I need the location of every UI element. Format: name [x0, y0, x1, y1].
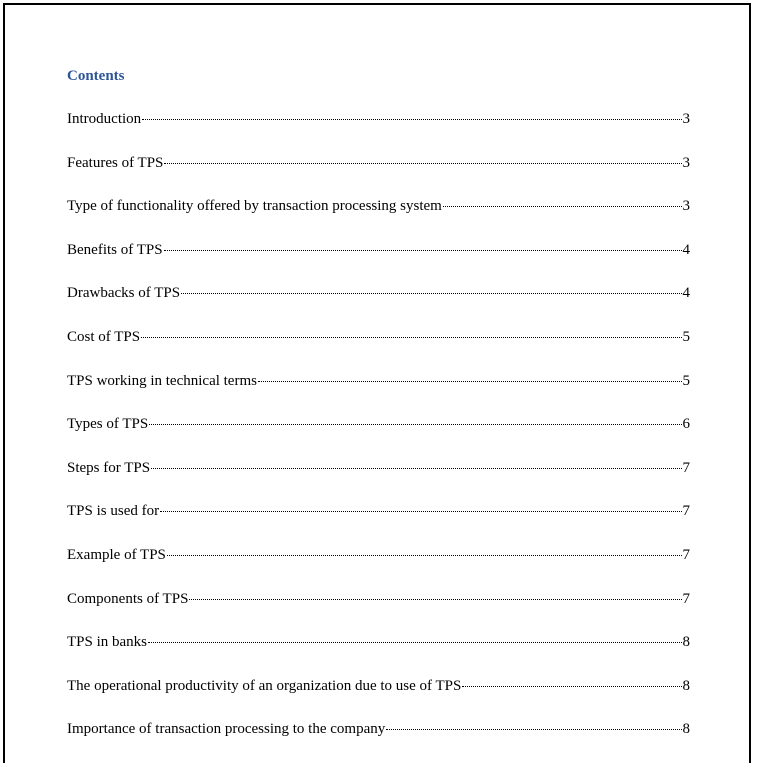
dot-leader — [166, 554, 682, 556]
dot-leader — [142, 119, 682, 120]
dot-leader — [189, 598, 682, 600]
toc-entry-label: Types of TPS — [67, 416, 149, 433]
toc-entry-label: TPS working in technical terms — [67, 372, 257, 389]
dot-leader — [148, 642, 682, 644]
document-page — [3, 3, 751, 763]
toc-entry-page: 4 — [682, 241, 691, 258]
toc-entry-label: Cost of TPS — [67, 328, 141, 345]
toc-entry-page: 5 — [682, 328, 691, 345]
toc-entry[interactable]: Introduction 3 — [67, 111, 690, 155]
toc-entry[interactable]: Types of TPS 6 — [67, 416, 690, 460]
toc-entry-page: 4 — [682, 285, 691, 302]
table-of-contents: Introduction 3 Features of TPS 3 Type of fun… — [67, 111, 690, 765]
toc-entry-page: 3 — [682, 198, 691, 215]
toc-entry-label: TPS in banks — [67, 634, 148, 651]
toc-entry[interactable]: Drawbacks of TPS 4 — [67, 285, 690, 329]
toc-entry-page: 6 — [682, 416, 691, 433]
dot-leader — [181, 293, 682, 295]
toc-entry[interactable]: TPS is used for 7 — [67, 503, 690, 547]
toc-title: Contents — [67, 68, 125, 84]
toc-entry[interactable]: Example of TPS 7 — [67, 547, 690, 591]
toc-entry-label: Example of TPS — [67, 546, 166, 563]
dot-leader — [164, 162, 682, 164]
dot-leader — [442, 206, 682, 208]
toc-entry[interactable]: The operational productivity of an organ… — [67, 678, 690, 722]
toc-entry[interactable]: TPS working in technical terms 5 — [67, 373, 690, 417]
dot-leader — [257, 380, 682, 382]
toc-entry-page: 7 — [682, 503, 691, 520]
toc-entry-page: 5 — [682, 372, 691, 389]
toc-entry[interactable]: Type of functionality offered by transac… — [67, 198, 690, 242]
toc-entry-page: 7 — [682, 546, 691, 563]
toc-entry-page: 8 — [682, 677, 691, 694]
toc-entry-label: Steps for TPS — [67, 459, 151, 476]
toc-entry[interactable]: Features of TPS 3 — [67, 155, 690, 199]
dot-leader — [386, 729, 682, 731]
toc-entry-label: The operational productivity of an organ… — [67, 677, 462, 694]
dot-leader — [462, 685, 682, 687]
toc-entry-page: 3 — [682, 111, 691, 127]
toc-entry-label: Drawbacks of TPS — [67, 285, 181, 302]
dot-leader — [149, 424, 682, 426]
toc-entry[interactable]: Benefits of TPS 4 — [67, 242, 690, 286]
toc-entry-label: Components of TPS — [67, 590, 189, 607]
dot-leader — [163, 249, 682, 251]
dot-leader — [151, 467, 682, 469]
dot-leader — [160, 511, 682, 513]
toc-entry-label: Importance of transaction processing to … — [67, 721, 386, 738]
toc-entry-page: 3 — [682, 154, 691, 171]
toc-entry-page: 7 — [682, 590, 691, 607]
toc-entry[interactable]: Cost of TPS 5 — [67, 329, 690, 373]
dot-leader — [141, 336, 682, 338]
toc-entry-label: Type of functionality offered by transac… — [67, 198, 442, 215]
toc-entry[interactable]: Components of TPS 7 — [67, 591, 690, 635]
toc-entry[interactable]: Steps for TPS 7 — [67, 460, 690, 504]
toc-entry[interactable]: TPS in banks 8 — [67, 634, 690, 678]
toc-entry[interactable]: Importance of transaction processing to … — [67, 721, 690, 765]
toc-entry-page: 7 — [682, 459, 691, 476]
toc-entry-page: 8 — [682, 634, 691, 651]
toc-entry-label: TPS is used for — [67, 503, 160, 520]
toc-entry-label: Features of TPS — [67, 154, 164, 171]
toc-entry-label: Benefits of TPS — [67, 241, 163, 258]
toc-entry-label: Introduction — [67, 111, 142, 127]
toc-entry-page: 8 — [682, 721, 691, 738]
